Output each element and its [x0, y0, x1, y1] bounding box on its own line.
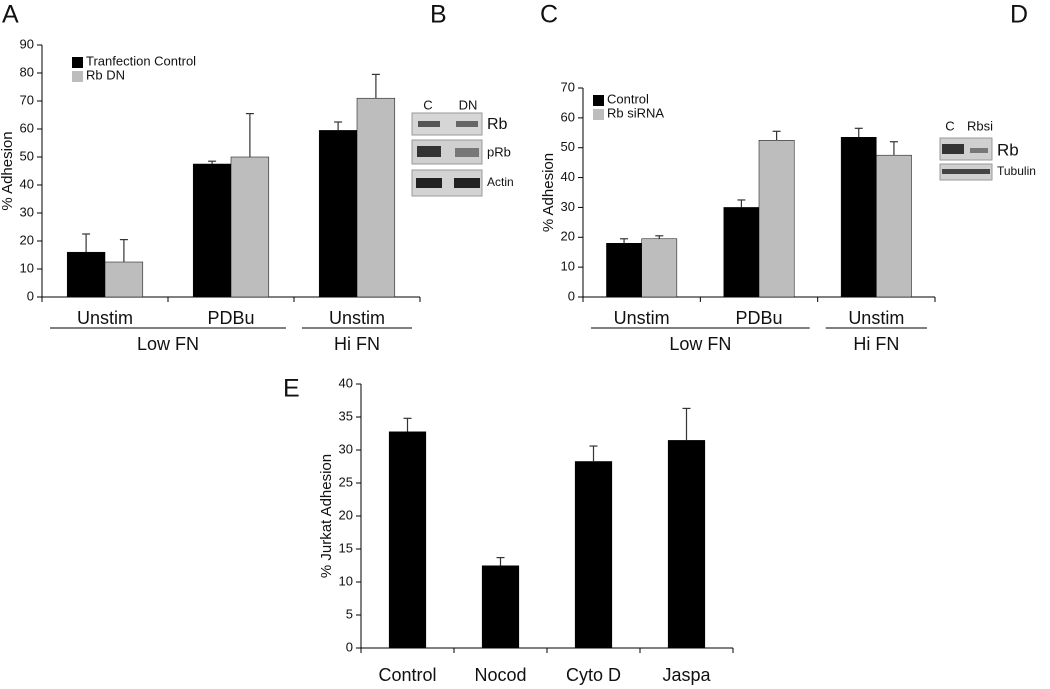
bar	[230, 156, 270, 298]
y-tick-label: 0	[568, 288, 575, 303]
x-tick-label: Cyto D	[566, 665, 621, 685]
y-tick-label: 10	[339, 573, 353, 588]
group-label: Hi FN	[853, 334, 899, 354]
legend-label: Tranfection Control	[86, 53, 196, 68]
blot-row: Rb	[487, 116, 508, 133]
y-tick-label: 20	[339, 507, 353, 522]
legend-label: Rb DN	[86, 67, 125, 82]
x-tick-label: Control	[378, 665, 436, 685]
x-tick-label: Nocod	[474, 665, 526, 685]
group-label: Low FN	[669, 334, 731, 354]
bar	[192, 163, 232, 298]
bar	[574, 461, 613, 648]
y-tick-label: 35	[339, 408, 353, 423]
blot-row: Actin	[487, 175, 514, 189]
panel-label: A	[2, 1, 19, 29]
x-tick-label: Unstim	[614, 308, 670, 328]
y-tick-label: 10	[20, 260, 34, 275]
bar	[840, 137, 877, 298]
panel-label: E	[283, 375, 300, 403]
y-tick-label: 80	[20, 64, 34, 79]
y-tick-label: 50	[20, 148, 34, 163]
bar	[66, 251, 106, 298]
y-tick-label: 30	[561, 199, 575, 214]
y-tick-label: 5	[346, 606, 353, 621]
blot-column: Rbsi	[967, 118, 993, 133]
y-tick-label: 0	[27, 288, 34, 303]
bar	[388, 431, 427, 648]
panel-label: B	[430, 1, 447, 29]
x-tick-label: Unstim	[77, 308, 133, 328]
panel-label: D	[1010, 1, 1028, 29]
y-tick-label: 90	[20, 36, 34, 51]
y-axis-label: % Jurkat Adhesion	[318, 454, 335, 578]
bar	[318, 130, 358, 298]
bar	[876, 154, 912, 298]
blot-row: pRb	[487, 144, 511, 159]
y-tick-label: 20	[561, 229, 575, 244]
y-tick-label: 25	[339, 474, 353, 489]
y-tick-label: 40	[561, 169, 575, 184]
y-tick-label: 20	[20, 232, 34, 247]
y-tick-label: 0	[346, 639, 353, 654]
blot-column: DN	[459, 97, 478, 112]
y-axis-label: % Adhesion	[540, 153, 557, 232]
y-tick-label: 15	[339, 540, 353, 555]
blot-b: C DN Rb pRb Actin	[411, 97, 514, 197]
legend-label: Rb siRNA	[607, 105, 664, 120]
y-tick-label: 50	[561, 139, 575, 154]
panel-label: C	[540, 1, 558, 29]
bar	[723, 207, 760, 298]
y-tick-label: 30	[339, 441, 353, 456]
y-tick-label: 60	[561, 109, 575, 124]
legend-swatch	[593, 95, 604, 106]
legend-swatch	[593, 109, 604, 120]
bar	[104, 261, 144, 298]
legend-swatch	[72, 71, 83, 82]
y-tick-label: 70	[20, 92, 34, 107]
x-tick-label: Unstim	[329, 308, 385, 328]
y-tick-label: 30	[20, 204, 34, 219]
y-tick-label: 70	[561, 79, 575, 94]
blot-column: C	[423, 97, 432, 112]
blot-column: C	[945, 118, 954, 133]
bar	[356, 97, 396, 298]
y-tick-label: 60	[20, 120, 34, 135]
bar	[667, 440, 706, 648]
blot-d: C Rbsi Rb Tubulin	[939, 118, 1036, 181]
bar	[641, 238, 678, 298]
blot-row: Tubulin	[997, 164, 1036, 178]
y-tick-label: 40	[339, 375, 353, 390]
x-tick-label: PDBu	[207, 308, 254, 328]
legend-swatch	[72, 57, 83, 68]
x-tick-label: Unstim	[848, 308, 904, 328]
bar	[758, 140, 795, 298]
bar	[606, 243, 642, 298]
x-tick-label: PDBu	[735, 308, 782, 328]
blot-row: Rb	[997, 140, 1019, 159]
y-tick-label: 40	[20, 176, 34, 191]
x-tick-label: Jaspa	[662, 665, 711, 685]
y-axis-label: % Adhesion	[0, 131, 16, 210]
legend-label: Control	[607, 91, 649, 106]
bar	[481, 565, 520, 648]
group-label: Low FN	[137, 334, 199, 354]
y-tick-label: 10	[561, 259, 575, 274]
group-label: Hi FN	[334, 334, 380, 354]
